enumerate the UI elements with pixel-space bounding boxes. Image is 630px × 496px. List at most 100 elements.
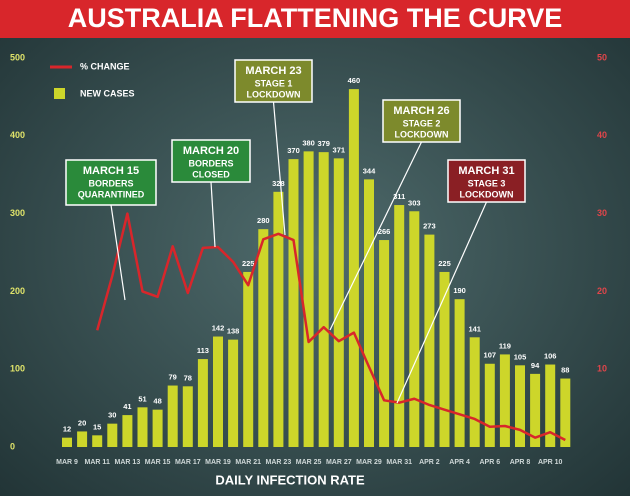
x-tick-label: MAR 25 <box>296 459 322 466</box>
bar <box>348 89 359 448</box>
bar <box>484 363 495 447</box>
annotation-box <box>382 99 461 143</box>
bar <box>122 415 133 447</box>
x-tick-label: MAR 15 <box>145 459 171 466</box>
legend-label: % CHANGE <box>80 61 130 71</box>
bar <box>62 437 72 447</box>
y2-tick-label: 20 <box>597 286 607 296</box>
annotation-text: STAGE 2 <box>403 118 441 128</box>
bar <box>152 409 163 447</box>
bar <box>213 336 223 447</box>
value-label: 141 <box>468 324 481 333</box>
bar <box>409 211 420 447</box>
value-label: 370 <box>287 146 300 155</box>
value-label: 113 <box>197 346 209 355</box>
annotation-title: MARCH 23 <box>245 65 301 77</box>
value-label: 41 <box>123 402 131 411</box>
x-tick-label: MAR 9 <box>56 459 78 466</box>
value-label: 78 <box>184 373 192 382</box>
x-tick-label: MAR 31 <box>386 459 412 466</box>
bar <box>499 354 510 447</box>
x-tick-label: MAR 13 <box>115 459 141 466</box>
value-label: 138 <box>227 327 240 336</box>
annotation-title: MARCH 15 <box>83 165 139 177</box>
y2-tick-label: 40 <box>597 130 607 140</box>
y-tick-label: 0 <box>10 441 15 451</box>
value-label: 15 <box>93 422 101 431</box>
bar <box>273 191 284 447</box>
annotation-arrow <box>396 201 488 404</box>
annotation-arrow <box>272 101 286 236</box>
value-label: 105 <box>514 352 527 361</box>
value-label: 107 <box>484 351 497 360</box>
value-label: 344 <box>363 166 376 175</box>
annotation-text: CLOSED <box>192 169 230 179</box>
annotation-text: STAGE 3 <box>468 178 506 188</box>
bar <box>182 386 193 447</box>
bar <box>394 205 405 447</box>
value-label: 51 <box>138 394 146 403</box>
annotation-title: MARCH 20 <box>183 145 239 157</box>
x-axis-title: DAILY INFECTION RATE <box>215 472 365 487</box>
annotation-arrow <box>329 141 423 331</box>
annotation-text: LOCKDOWN <box>247 89 301 99</box>
x-tick-label: MAR 19 <box>205 459 231 466</box>
value-label: 273 <box>423 222 436 231</box>
value-label: 280 <box>257 216 270 225</box>
x-tick-label: APR 2 <box>419 459 440 466</box>
y-tick-label: 100 <box>10 364 25 374</box>
x-tick-label: APR 6 <box>479 459 500 466</box>
bar <box>258 229 269 447</box>
bar <box>228 339 239 447</box>
value-label: 119 <box>499 341 511 350</box>
bar <box>167 385 178 447</box>
x-tick-label: MAR 27 <box>326 459 352 466</box>
legend-label: NEW CASES <box>80 88 135 98</box>
bar <box>92 435 103 447</box>
x-tick-label: MAR 23 <box>266 459 292 466</box>
value-label: 106 <box>544 352 557 361</box>
y2-tick-label: 50 <box>597 52 607 62</box>
annotation-box <box>171 139 251 183</box>
annotation-text: QUARANTINED <box>78 189 145 199</box>
y-tick-label: 500 <box>10 52 25 62</box>
bar <box>545 364 556 447</box>
value-label: 190 <box>453 286 466 295</box>
bar <box>364 179 374 448</box>
x-tick-label: APR 10 <box>538 459 563 466</box>
bar <box>318 152 329 447</box>
value-label: 311 <box>393 192 405 201</box>
chart-title: AUSTRALIA FLATTENING THE CURVE <box>68 3 563 33</box>
annotation-text: LOCKDOWN <box>460 189 514 199</box>
value-label: 30 <box>108 411 116 420</box>
value-label: 328 <box>272 179 285 188</box>
bar <box>515 365 525 447</box>
annotation-box <box>65 159 157 206</box>
value-label: 303 <box>408 198 421 207</box>
bar <box>77 431 88 447</box>
value-label: 48 <box>153 397 161 406</box>
annotation-text: LOCKDOWN <box>395 129 449 139</box>
y-tick-label: 200 <box>10 286 25 296</box>
value-label: 142 <box>212 324 225 333</box>
annotation-text: BORDERS <box>188 158 233 168</box>
value-label: 225 <box>438 259 451 268</box>
bar <box>333 158 344 447</box>
y-tick-label: 400 <box>10 130 25 140</box>
annotation-arrow <box>210 181 216 248</box>
value-label: 12 <box>63 425 71 434</box>
bar <box>560 378 571 447</box>
value-label: 94 <box>531 361 540 370</box>
value-label: 371 <box>333 145 346 154</box>
x-tick-label: MAR 21 <box>235 459 261 466</box>
bar <box>303 151 314 448</box>
y2-tick-label: 10 <box>597 364 607 374</box>
bar <box>530 373 541 447</box>
bar <box>424 234 435 447</box>
title-banner <box>0 0 630 38</box>
x-tick-label: APR 4 <box>449 459 470 466</box>
value-label: 460 <box>348 76 361 85</box>
value-label: 79 <box>169 373 177 382</box>
x-tick-label: MAR 11 <box>85 459 110 466</box>
value-label: 266 <box>378 227 391 236</box>
